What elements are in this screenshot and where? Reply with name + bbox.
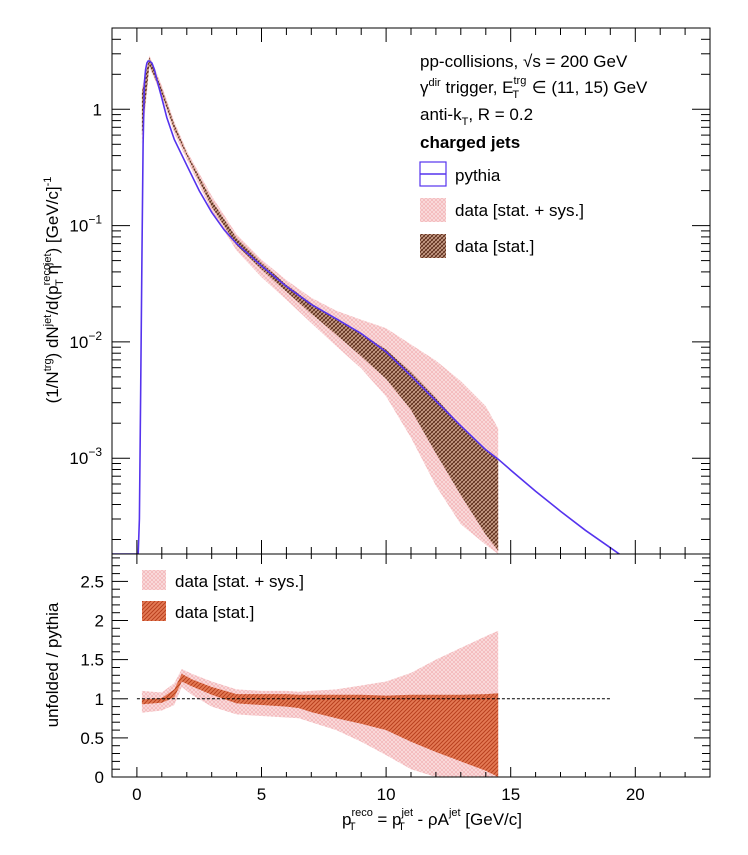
- ratio-legend-sys-label: data [stat. + sys.]: [175, 572, 304, 591]
- legend-stat-label: data [stat.]: [455, 237, 534, 256]
- spectrum-frame: [111, 27, 711, 555]
- legend-sys-label: data [stat. + sys.]: [455, 201, 584, 220]
- ratio-stat-band: [141, 673, 499, 777]
- pythia-line: [112, 60, 621, 554]
- x-tick-label: 20: [626, 785, 645, 804]
- annotation-collisions: pp-collisions, √s = 200 GeV: [420, 52, 628, 71]
- annotation-algorithm: anti-kT, R = 0.2: [420, 105, 533, 128]
- x-tick-label: 0: [132, 785, 141, 804]
- ratio-legend-stat-swatch: [142, 601, 166, 621]
- spectrum-y-tick-label: 1: [93, 100, 102, 119]
- ratio-stat-band-group: [141, 673, 499, 777]
- ratio-panel: 00.511.522.5 0 5 10 15 20 unfolded / pythia …: [43, 553, 711, 833]
- legend-sys-swatch: [420, 198, 446, 222]
- spectrum-y-axis-title: (1/Ntrg) dNjet/d(precoT ηjet) [GeV/c]-1: [41, 177, 66, 404]
- ratio-y-axis-title: unfolded / pythia: [43, 602, 62, 727]
- spectrum-y-tick-label: 10−3: [69, 445, 102, 468]
- x-tick-label: 5: [257, 785, 266, 804]
- annotation-charged-jets: charged jets: [420, 133, 520, 152]
- ratio-y-tick-label: 0.5: [80, 729, 104, 748]
- ratio-legend: data [stat. + sys.] data [stat.]: [142, 570, 304, 622]
- legend-stat-swatch: [420, 234, 446, 258]
- ratio-x-tick-labels: 0 5 10 15 20: [132, 785, 645, 804]
- ratio-y-tick-label: 1.5: [80, 651, 104, 670]
- ratio-legend-sys-swatch: [142, 570, 166, 590]
- spectrum-sys-band: [141, 55, 499, 554]
- x-tick-label: 15: [501, 785, 520, 804]
- ratio-ticks: [111, 554, 711, 778]
- spectrum-y-tick-label: 10−2: [69, 329, 102, 352]
- x-tick-label: 10: [377, 785, 396, 804]
- spectrum-panel: 1 10−1 10−2 10−3 (1/Ntrg) dNjet/d(precoT ηj…: [41, 27, 711, 555]
- spectrum-y-tick-labels: 1 10−1 10−2 10−3: [69, 100, 102, 468]
- spectrum-sys-band-group: [141, 55, 499, 554]
- ratio-y-tick-label: 2: [95, 612, 104, 631]
- ratio-y-tick-label: 0: [95, 768, 104, 787]
- x-axis-title: preco T = pjet T - ρAjet [GeV/c]: [342, 807, 522, 833]
- annotation-trigger: γdir trigger, Etrg T ∈ (11, 15) GeV: [420, 75, 648, 101]
- ratio-y-tick-label: 1: [95, 690, 104, 709]
- spectrum-ticks: [111, 27, 711, 554]
- spectrum-pythia-line-group: [112, 60, 621, 554]
- legend-pythia-label: pythia: [455, 166, 501, 185]
- spectrum-y-tick-label: 10−1: [69, 213, 102, 236]
- ratio-legend-stat-label: data [stat.]: [175, 603, 254, 622]
- spectrum-legend: pythia data [stat. + sys.] data [stat.]: [419, 161, 584, 258]
- ratio-y-tick-label: 2.5: [80, 572, 104, 591]
- spectrum-annotations: pp-collisions, √s = 200 GeV γdir trigger…: [420, 52, 648, 152]
- ratio-y-tick-labels: 0 0.5 1 1.5 2 2.5: [80, 572, 104, 787]
